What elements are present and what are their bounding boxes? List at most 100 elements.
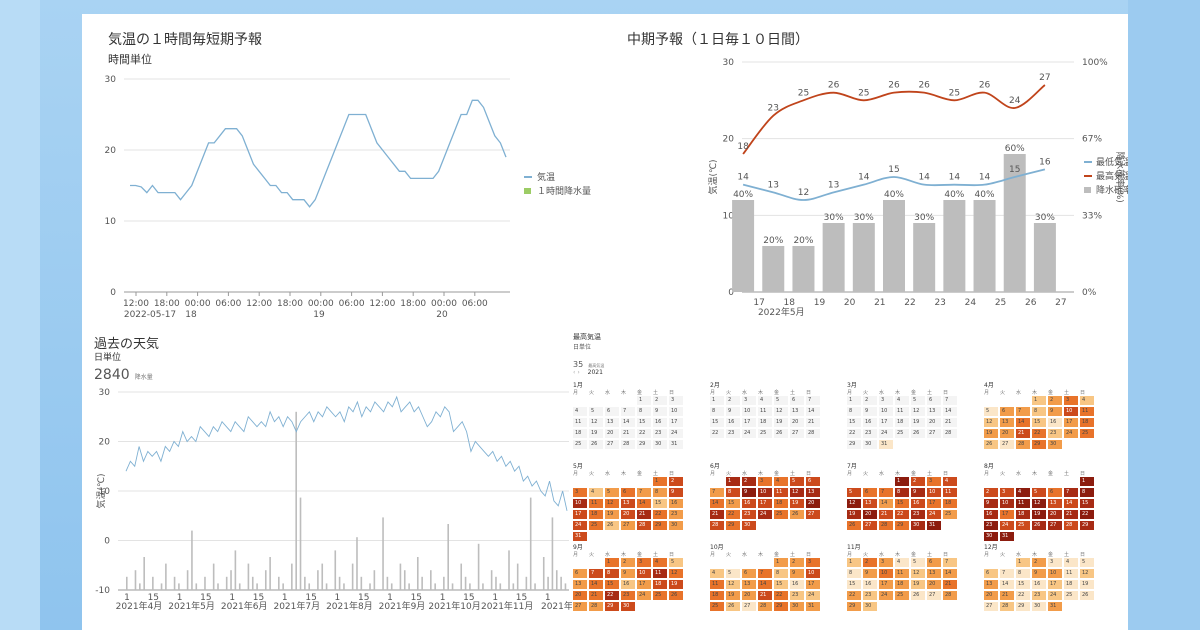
calendar-day-cell[interactable]: 20 <box>863 510 877 519</box>
calendar-day-cell[interactable]: 20 <box>621 510 635 519</box>
calendar-day-cell[interactable]: 8 <box>1080 488 1094 497</box>
calendar-day-cell[interactable]: 5 <box>774 396 788 405</box>
calendar-day-cell[interactable]: 10 <box>742 407 756 416</box>
calendar-day-cell[interactable]: 4 <box>1016 488 1030 497</box>
calendar-day-cell[interactable]: 20 <box>573 591 587 600</box>
calendar-day-cell[interactable]: 16 <box>653 418 667 427</box>
calendar-day-cell[interactable]: 13 <box>863 499 877 508</box>
calendar-day-cell[interactable]: 7 <box>637 488 651 497</box>
calendar-day-cell[interactable]: 24 <box>1048 591 1062 600</box>
calendar-day-cell[interactable]: 11 <box>895 569 909 578</box>
calendar-day-cell[interactable]: 4 <box>573 407 587 416</box>
calendar-day-cell[interactable]: 1 <box>847 558 861 567</box>
calendar-day-cell[interactable]: 5 <box>605 488 619 497</box>
calendar-day-cell[interactable]: 21 <box>1016 429 1030 438</box>
calendar-day-cell[interactable]: 11 <box>758 407 772 416</box>
calendar-day-cell[interactable]: 15 <box>1080 499 1094 508</box>
calendar-day-cell[interactable]: 1 <box>847 396 861 405</box>
calendar-day-cell[interactable]: 1 <box>637 396 651 405</box>
calendar-day-cell[interactable]: 24 <box>927 510 941 519</box>
calendar-day-cell[interactable]: 7 <box>758 569 772 578</box>
calendar-day-cell[interactable]: 4 <box>710 569 724 578</box>
calendar-day-cell[interactable]: 18 <box>573 429 587 438</box>
calendar-day-cell[interactable]: 2 <box>911 477 925 486</box>
calendar-day-cell[interactable]: 20 <box>742 591 756 600</box>
calendar-day-cell[interactable]: 5 <box>984 407 998 416</box>
calendar-day-cell[interactable]: 31 <box>879 440 893 449</box>
calendar-day-cell[interactable]: 20 <box>1000 429 1014 438</box>
calendar-nav[interactable]: ‹ › 2021 <box>573 369 603 376</box>
calendar-day-cell[interactable]: 31 <box>573 532 587 541</box>
calendar-day-cell[interactable]: 25 <box>895 429 909 438</box>
calendar-day-cell[interactable]: 24 <box>742 429 756 438</box>
calendar-day-cell[interactable]: 27 <box>863 521 877 530</box>
calendar-day-cell[interactable]: 10 <box>1000 499 1014 508</box>
calendar-day-cell[interactable]: 27 <box>573 602 587 611</box>
calendar-day-cell[interactable]: 3 <box>573 488 587 497</box>
calendar-day-cell[interactable]: 9 <box>621 569 635 578</box>
calendar-day-cell[interactable]: 27 <box>742 602 756 611</box>
calendar-day-cell[interactable]: 24 <box>669 429 683 438</box>
calendar-day-cell[interactable]: 11 <box>710 580 724 589</box>
calendar-day-cell[interactable]: 5 <box>589 407 603 416</box>
calendar-day-cell[interactable]: 12 <box>605 499 619 508</box>
calendar-day-cell[interactable]: 1 <box>1080 477 1094 486</box>
calendar-day-cell[interactable]: 28 <box>621 440 635 449</box>
calendar-day-cell[interactable]: 15 <box>726 499 740 508</box>
calendar-day-cell[interactable]: 25 <box>573 440 587 449</box>
calendar-day-cell[interactable]: 15 <box>653 499 667 508</box>
calendar-day-cell[interactable]: 2 <box>1032 558 1046 567</box>
calendar-day-cell[interactable]: 12 <box>589 418 603 427</box>
calendar-day-cell[interactable]: 8 <box>726 488 740 497</box>
calendar-day-cell[interactable]: 20 <box>605 429 619 438</box>
calendar-day-cell[interactable]: 15 <box>637 418 651 427</box>
calendar-day-cell[interactable]: 22 <box>1032 429 1046 438</box>
calendar-day-cell[interactable]: 1 <box>895 477 909 486</box>
calendar-day-cell[interactable]: 29 <box>1016 602 1030 611</box>
calendar-day-cell[interactable]: 4 <box>1064 558 1078 567</box>
calendar-day-cell[interactable]: 18 <box>774 499 788 508</box>
calendar-day-cell[interactable]: 16 <box>621 580 635 589</box>
calendar-day-cell[interactable]: 5 <box>911 396 925 405</box>
calendar-day-cell[interactable]: 18 <box>943 499 957 508</box>
calendar-day-cell[interactable]: 11 <box>589 499 603 508</box>
calendar-day-cell[interactable]: 3 <box>1064 396 1078 405</box>
calendar-day-cell[interactable]: 19 <box>1080 580 1094 589</box>
calendar-day-cell[interactable]: 7 <box>943 558 957 567</box>
calendar-day-cell[interactable]: 13 <box>742 580 756 589</box>
calendar-day-cell[interactable]: 16 <box>863 418 877 427</box>
calendar-day-cell[interactable]: 5 <box>1080 558 1094 567</box>
calendar-day-cell[interactable]: 13 <box>927 407 941 416</box>
calendar-day-cell[interactable]: 7 <box>1000 569 1014 578</box>
calendar-day-cell[interactable]: 17 <box>637 580 651 589</box>
calendar-day-cell[interactable]: 12 <box>1032 499 1046 508</box>
calendar-day-cell[interactable]: 2 <box>790 558 804 567</box>
calendar-day-cell[interactable]: 26 <box>984 440 998 449</box>
calendar-day-cell[interactable]: 6 <box>984 569 998 578</box>
calendar-day-cell[interactable]: 21 <box>879 510 893 519</box>
calendar-day-cell[interactable]: 22 <box>653 510 667 519</box>
calendar-day-cell[interactable]: 30 <box>984 532 998 541</box>
calendar-day-cell[interactable]: 8 <box>847 407 861 416</box>
calendar-day-cell[interactable]: 30 <box>1048 440 1062 449</box>
calendar-day-cell[interactable]: 13 <box>1000 418 1014 427</box>
calendar-day-cell[interactable]: 21 <box>943 418 957 427</box>
calendar-day-cell[interactable]: 24 <box>806 591 820 600</box>
calendar-day-cell[interactable]: 19 <box>589 429 603 438</box>
calendar-day-cell[interactable]: 18 <box>589 510 603 519</box>
calendar-day-cell[interactable]: 22 <box>710 429 724 438</box>
calendar-day-cell[interactable]: 14 <box>621 418 635 427</box>
calendar-day-cell[interactable]: 19 <box>911 580 925 589</box>
calendar-day-cell[interactable]: 16 <box>1048 418 1062 427</box>
calendar-day-cell[interactable]: 30 <box>911 521 925 530</box>
calendar-day-cell[interactable]: 16 <box>911 499 925 508</box>
calendar-day-cell[interactable]: 23 <box>742 510 756 519</box>
calendar-day-cell[interactable]: 26 <box>669 591 683 600</box>
calendar-day-cell[interactable]: 13 <box>806 488 820 497</box>
calendar-day-cell[interactable]: 14 <box>879 499 893 508</box>
calendar-day-cell[interactable]: 16 <box>863 580 877 589</box>
calendar-day-cell[interactable]: 9 <box>1032 569 1046 578</box>
calendar-day-cell[interactable]: 12 <box>790 488 804 497</box>
calendar-day-cell[interactable]: 6 <box>1048 488 1062 497</box>
calendar-day-cell[interactable]: 12 <box>911 407 925 416</box>
